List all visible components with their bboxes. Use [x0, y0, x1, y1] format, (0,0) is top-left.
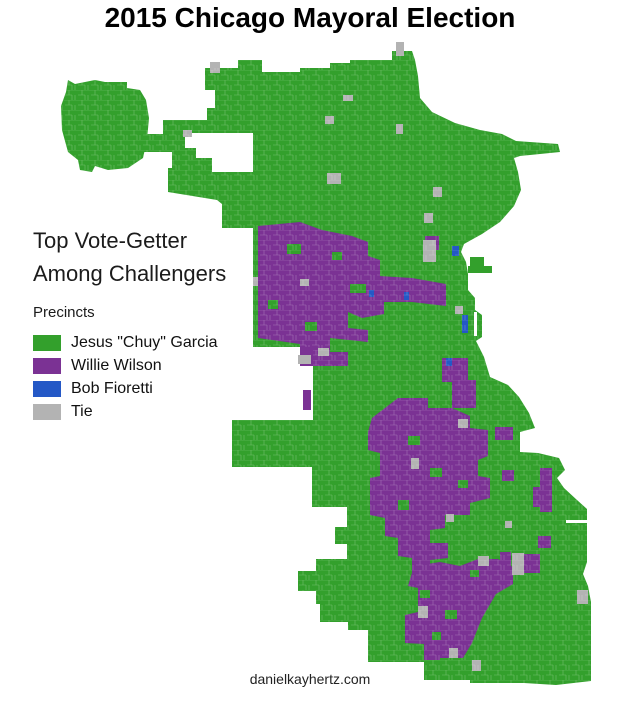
legend-label-fioretti: Bob Fioretti	[71, 379, 153, 397]
legend-swatch-fioretti	[33, 380, 61, 397]
map-streeterville-nub	[470, 257, 484, 267]
legend-heading-line1: Top Vote-Getter	[33, 228, 188, 253]
legend-item-garcia: Jesus "Chuy" Garcia	[33, 331, 268, 354]
legend-heading: Top Vote-Getter Among Challengers	[33, 224, 268, 290]
legend-swatch-tie	[33, 403, 61, 420]
map-navy-pier	[468, 266, 492, 273]
map-legend: Top Vote-Getter Among Challengers Precin…	[33, 224, 268, 423]
legend-swatch-wilson	[33, 357, 61, 374]
legend-swatch-garcia	[33, 334, 61, 351]
legend-item-wilson: Willie Wilson	[33, 354, 268, 377]
legend-rows: Jesus "Chuy" Garcia Willie Wilson Bob Fi…	[33, 331, 268, 423]
page-title: 2015 Chicago Mayoral Election	[104, 2, 516, 33]
credit-text: danielkayhertz.com	[249, 671, 371, 687]
legend-label-wilson: Willie Wilson	[71, 356, 162, 374]
legend-heading-line2: Among Challengers	[33, 261, 227, 286]
legend-item-fioretti: Bob Fioretti	[33, 377, 268, 400]
legend-item-tie: Tie	[33, 400, 268, 423]
legend-subheading: Precincts	[33, 304, 95, 321]
legend-label-tie: Tie	[71, 402, 93, 420]
legend-label-garcia: Jesus "Chuy" Garcia	[71, 333, 218, 351]
